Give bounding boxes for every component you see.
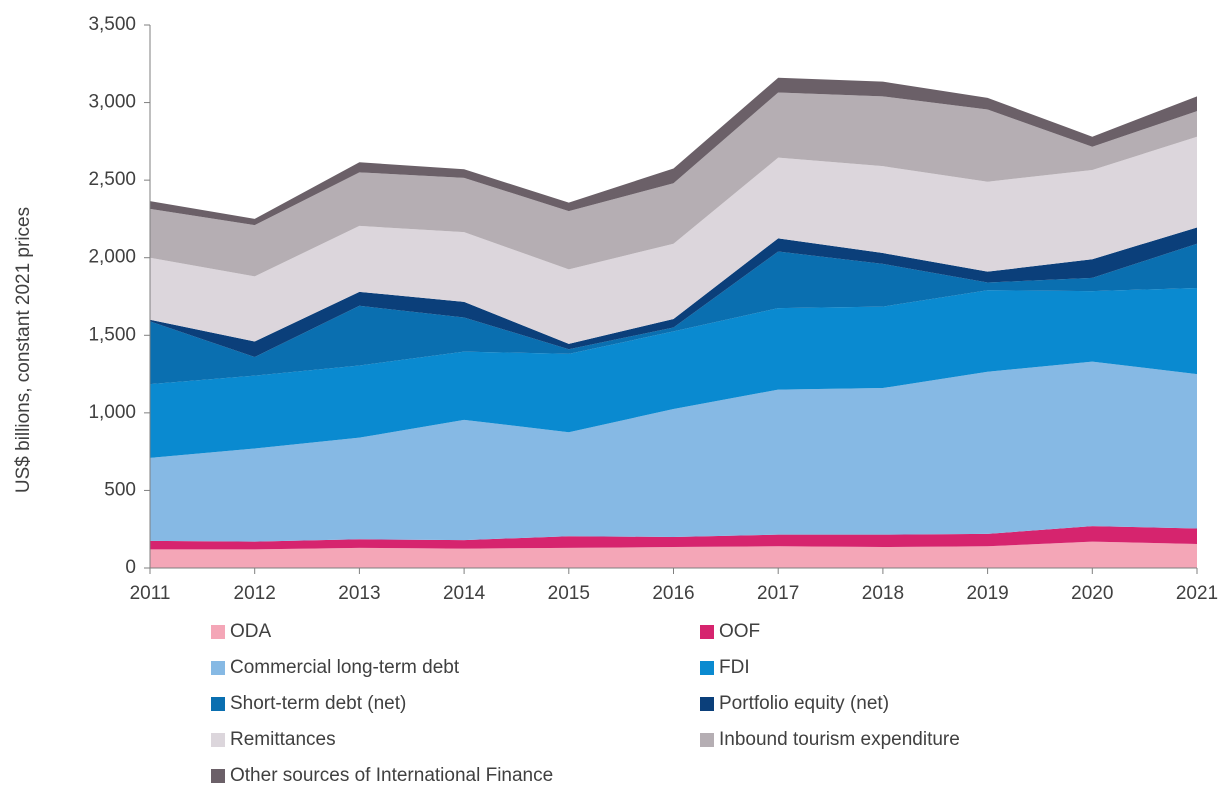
legend-swatch [211,697,225,711]
y-tick-label: 0 [125,557,136,578]
legend-swatch [211,769,225,783]
legend-label: Short-term debt (net) [230,693,406,714]
legend-swatch [211,661,225,675]
x-tick-label: 2013 [338,583,380,604]
x-tick-label: 2019 [966,583,1008,604]
y-tick-label: 3,000 [88,92,136,113]
area [150,361,1197,542]
area [150,541,1197,568]
x-tick-label: 2018 [862,583,904,604]
y-tick-label: 1,500 [88,324,136,345]
legend-swatch [700,733,714,747]
legend-label: FDI [719,657,750,678]
x-tick-label: 2021 [1176,583,1218,604]
y-tick-label: 2,500 [88,169,136,190]
area [150,526,1197,550]
y-tick-label: 500 [104,479,136,500]
y-tick-label: 2,000 [88,247,136,268]
y-axis-label: US$ billions, constant 2021 prices [13,207,34,493]
legend-label: Commercial long-term debt [230,657,460,678]
legend-label: Remittances [230,729,336,750]
x-tick-label: 2011 [130,583,171,604]
x-tick-label: 2014 [443,583,486,604]
x-tick-label: 2020 [1071,583,1113,604]
x-tick-label: 2016 [652,583,694,604]
area [150,243,1197,385]
legend-swatch [211,733,225,747]
legend-swatch [700,697,714,711]
area [150,92,1197,277]
area [150,227,1197,358]
legend-swatch [700,625,714,639]
legend-label: OOF [719,621,760,642]
legend-label: Inbound tourism expenditure [719,729,960,750]
legend-label: Other sources of International Finance [230,765,553,786]
legend-label: ODA [230,621,272,642]
x-tick-label: 2015 [548,583,590,604]
legend-swatch [700,661,714,675]
y-tick-label: 1,000 [88,402,136,423]
y-tick-label: 3,500 [88,14,136,35]
legend-label: Portfolio equity (net) [719,693,889,714]
legend-swatch [211,625,225,639]
area [150,136,1197,344]
area [150,287,1197,458]
x-tick-label: 2017 [757,583,799,604]
x-tick-label: 2012 [234,583,276,604]
